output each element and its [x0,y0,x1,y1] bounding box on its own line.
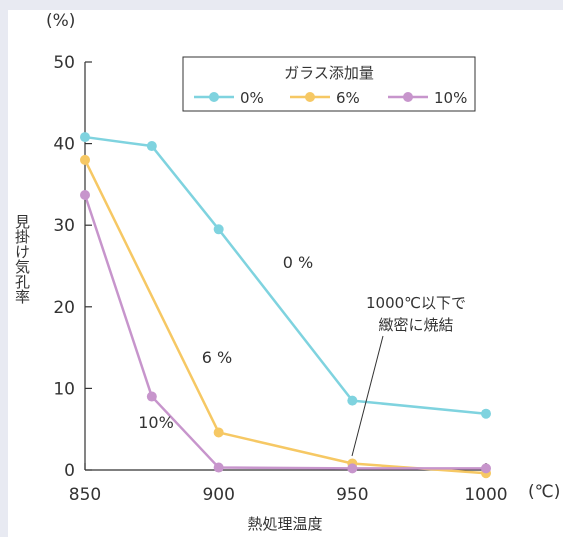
chart-canvas: 50 40 30 20 10 0 850 900 950 1000 (%) (℃) 見掛け気孔率… [8,10,563,537]
data-point-0pct [146,141,157,152]
data-point-10pct [146,391,157,402]
data-point-0pct [213,224,224,235]
data-point-10pct [80,190,90,201]
legend-box [182,56,476,112]
note-pointer-line [351,335,384,457]
data-point-6pct [80,154,90,165]
y-tick-label: 40 [53,135,75,155]
note-line-1: 1000℃以下で [366,294,466,312]
data-point-10pct [481,463,491,474]
x-tick-label: 950 [336,485,368,505]
data-point-0pct [347,395,358,406]
legend-entry-label: 6% [336,89,360,107]
x-axis-label: 熱処理温度 [247,515,322,533]
legend-entries: 0% 6% 10% [194,89,467,107]
y-tick-label: 50 [53,53,75,73]
y-tick-group: 50 40 30 20 10 0 [53,53,92,481]
annotation-10pct: 10% [138,413,174,432]
x-tick-label: 1000 [464,485,507,505]
legend: ガラス添加量 0% 6% 10% [182,56,476,112]
legend-entry-label: 0% [240,89,264,107]
y-unit-label: (%) [46,11,75,31]
chart-svg: 50 40 30 20 10 0 850 900 950 1000 (%) (℃) 見掛け気孔率… [13,11,560,533]
data-point-0pct [80,132,90,143]
x-tick-group: 850 900 950 1000 [69,463,508,505]
x-unit-label: (℃) [528,482,560,502]
legend-swatch-marker [305,92,315,102]
data-point-6pct [213,427,224,438]
series-line-0pct [84,135,487,415]
y-tick-label: 0 [64,461,75,481]
x-tick-label: 850 [69,485,101,505]
note-line-2: 緻密に焼結 [378,316,453,334]
y-tick-label: 20 [53,298,75,318]
annotation-0pct: 0 % [283,253,313,272]
annotation-6pct: 6 % [202,348,232,367]
series-group [80,132,491,479]
data-point-10pct [347,463,358,474]
x-tick-label: 900 [202,485,234,505]
y-tick-label: 30 [53,216,75,236]
legend-swatch-marker [403,92,413,102]
legend-entry-label: 10% [434,89,467,107]
y-tick-label: 10 [53,379,75,399]
data-point-10pct [213,462,224,473]
legend-title: ガラス添加量 [284,64,374,82]
data-point-0pct [481,408,491,419]
y-axis-label: 見掛け気孔率 [13,214,31,304]
legend-swatch-marker [209,92,219,102]
